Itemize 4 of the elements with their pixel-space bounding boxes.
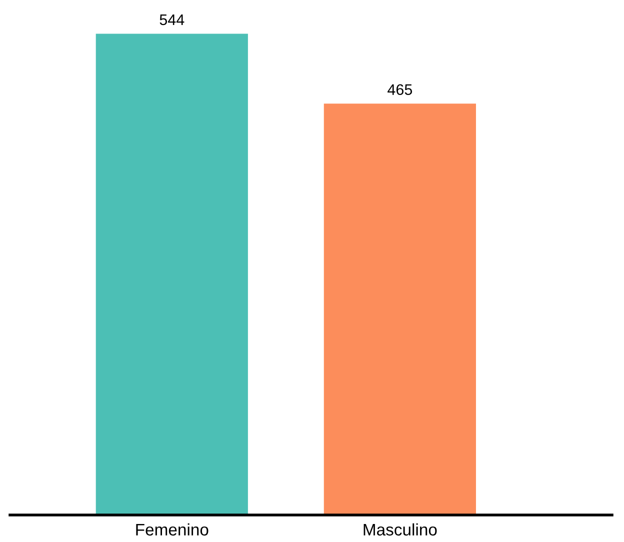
x-tick-label: Femenino <box>136 523 208 536</box>
data-label: 465 <box>388 84 412 96</box>
data-label: 544 <box>160 14 184 26</box>
x-tick-label: Masculino <box>364 523 437 536</box>
